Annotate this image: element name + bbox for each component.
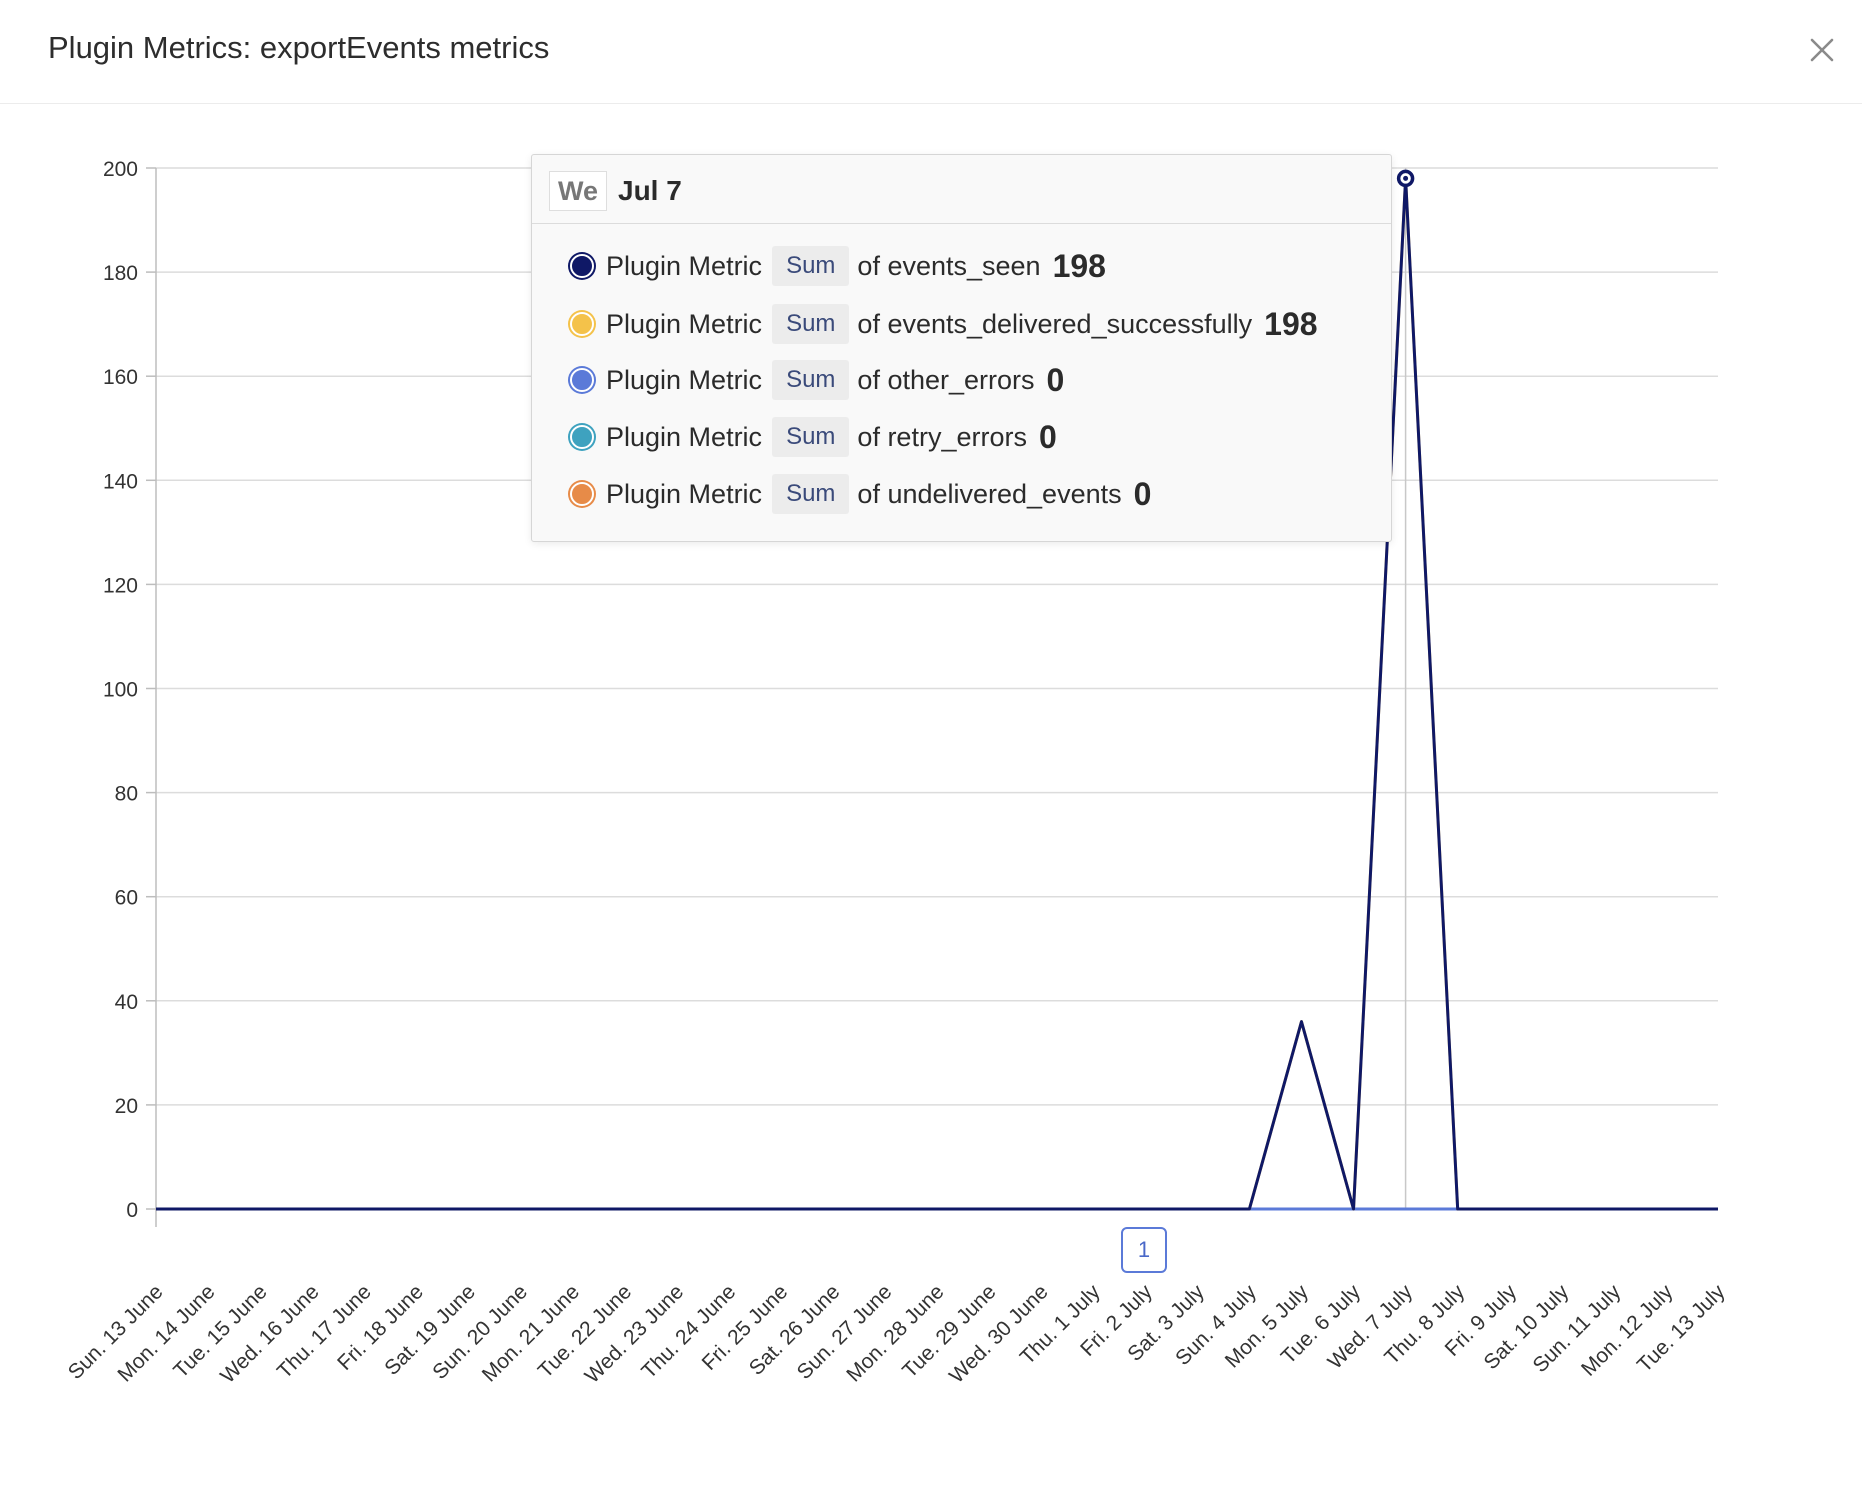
tooltip-row: Plugin Metric Sum of undelivered_events … [566, 472, 1151, 516]
tooltip-metric-name: of retry_errors [857, 421, 1027, 452]
y-tick-label: 80 [115, 783, 138, 806]
tooltip-date: Jul 7 [618, 175, 682, 206]
y-tick-label: 180 [103, 262, 138, 285]
y-tick-label: 100 [103, 679, 138, 702]
y-tick-label: 60 [115, 887, 138, 910]
modal-title: Plugin Metrics: exportEvents metrics [48, 30, 550, 65]
tooltip-row: Plugin Metric Sum of retry_errors 0 [566, 415, 1057, 459]
tooltip-row: Plugin Metric Sum of events_seen 198 [566, 244, 1106, 288]
tooltip-value: 0 [1038, 418, 1057, 455]
tooltip-value: 198 [1264, 305, 1318, 342]
tooltip-row: Plugin Metric Sum of events_delivered_su… [566, 302, 1318, 346]
y-tick-label: 160 [103, 366, 138, 389]
close-button[interactable] [1802, 30, 1842, 70]
tooltip-metric-name: of events_delivered_successfully [857, 308, 1253, 339]
y-tick-label: 140 [103, 470, 138, 493]
tooltip-header: We Jul 7 [532, 155, 1391, 224]
series-color-dot [570, 482, 594, 506]
close-icon [1810, 38, 1834, 62]
tooltip-value: 0 [1046, 361, 1065, 398]
y-tick-label: 200 [103, 158, 138, 181]
series-color-dot [570, 368, 594, 392]
y-tick-label: 40 [115, 991, 138, 1014]
aggregation-badge: Sum [772, 246, 850, 286]
y-tick-label: 20 [115, 1095, 138, 1118]
tooltip-value: 198 [1052, 247, 1106, 284]
aggregation-badge: Sum [772, 474, 850, 514]
tooltip-row: Plugin Metric Sum of other_errors 0 [566, 358, 1064, 402]
tooltip-series-label: Plugin Metric [606, 421, 763, 452]
chart-tooltip: We Jul 7 Plugin Metric Sum of events_see… [531, 154, 1392, 542]
series-color-dot [570, 254, 594, 278]
tooltip-series-label: Plugin Metric [606, 308, 763, 339]
tooltip-series-label: Plugin Metric [606, 250, 763, 281]
y-tick-label: 120 [103, 574, 138, 597]
data-point-center [1403, 175, 1409, 181]
tooltip-metric-name: of events_seen [857, 250, 1041, 281]
series-line [156, 176, 1718, 1211]
tooltip-series-label: Plugin Metric [606, 478, 763, 509]
annotation-marker[interactable]: 1 [1121, 1227, 1167, 1273]
aggregation-badge: Sum [772, 360, 850, 400]
modal-header: Plugin Metrics: exportEvents metrics [0, 0, 1862, 104]
aggregation-badge: Sum [772, 417, 850, 457]
series-color-dot [570, 312, 594, 336]
tooltip-series-label: Plugin Metric [606, 364, 763, 395]
tooltip-metric-name: of undelivered_events [857, 478, 1122, 509]
series-color-dot [570, 425, 594, 449]
y-tick-label: 0 [126, 1199, 138, 1222]
aggregation-badge: Sum [772, 304, 850, 344]
tooltip-value: 0 [1133, 475, 1152, 512]
tooltip-metric-name: of other_errors [857, 364, 1035, 395]
tooltip-weekday: We [549, 171, 607, 211]
